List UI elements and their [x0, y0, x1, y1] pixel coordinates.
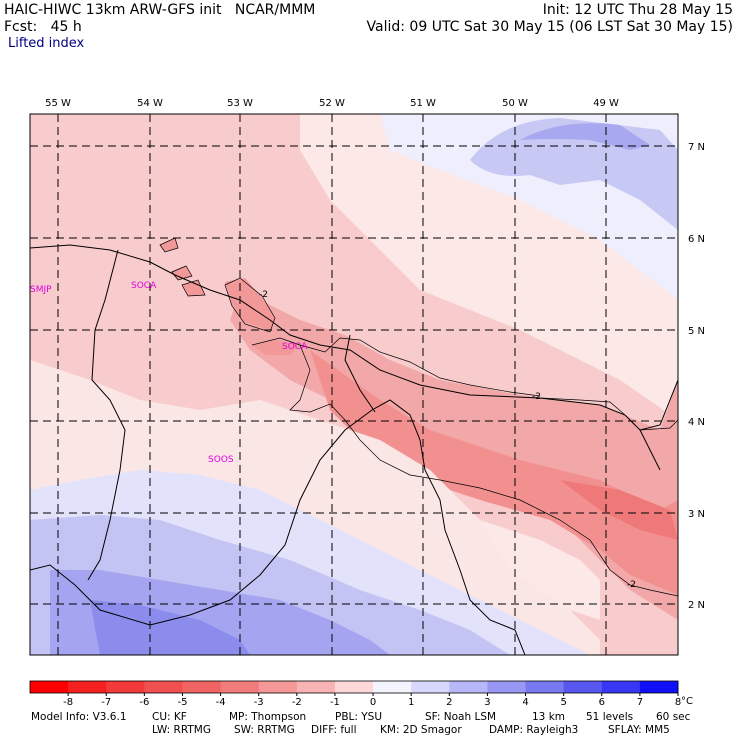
colorbar-tick-label: -1	[330, 697, 340, 708]
lat-label: 4 N	[688, 417, 705, 428]
field-name: Lifted index	[8, 36, 85, 51]
colorbar-swatch	[296, 681, 336, 693]
lat-lon-grid	[30, 114, 678, 655]
mp-scheme: MP: Thompson	[229, 711, 307, 723]
colorbar-swatch	[182, 681, 222, 693]
colorbar-swatch	[220, 681, 260, 693]
lat-label: 7 N	[688, 142, 705, 153]
colorbar-swatch	[258, 681, 298, 693]
colorbar-tick-label: 1	[408, 697, 414, 708]
model-info: Model Info: V3.6.1	[31, 711, 127, 723]
colorbar-unit: °C	[681, 696, 693, 707]
lon-label: 53 W	[227, 98, 253, 109]
colorbar-tick-label: 5	[560, 697, 566, 708]
lon-label: 54 W	[137, 98, 163, 109]
colorbar-swatch	[411, 681, 450, 693]
contour-label: -2	[532, 392, 541, 402]
lon-label: 51 W	[410, 98, 436, 109]
country-borders	[30, 244, 678, 655]
lat-label: 5 N	[688, 326, 705, 337]
colorbar-tick-label: -8	[63, 697, 73, 708]
header-init-time: Init: 12 UTC Thu 28 May 15	[542, 2, 733, 18]
km-scheme: KM: 2D Smagor	[380, 724, 462, 736]
lw-scheme: LW: RRTMG	[152, 724, 211, 736]
colorbar-swatch	[68, 681, 107, 693]
colorbar-tick-label: -3	[254, 697, 264, 708]
colorbar-tick-label: 8	[675, 697, 681, 708]
colorbar-tick-label: 2	[446, 697, 452, 708]
colorbar-tick-label: -7	[101, 697, 111, 708]
timestep: 60 sec	[656, 711, 691, 723]
lon-label: 49 W	[593, 98, 619, 109]
colorbar-swatch	[373, 681, 412, 693]
lon-label: 52 W	[319, 98, 345, 109]
levels: 51 levels	[586, 711, 634, 723]
colorbar-tick-label: 0	[370, 697, 376, 708]
station-label: SOOS	[208, 455, 234, 465]
lat-label: 2 N	[688, 600, 705, 611]
colorbar-swatch	[144, 681, 183, 693]
contour-minus2	[159, 237, 678, 597]
lat-label: 3 N	[688, 509, 705, 520]
station-label: SOCA	[131, 281, 157, 291]
colorbar-tick-label: 7	[637, 697, 643, 708]
colorbar-swatch	[639, 681, 679, 693]
colorbar-swatch	[106, 681, 145, 693]
header-valid-time: Valid: 09 UTC Sat 30 May 15 (06 LST Sat …	[366, 19, 733, 35]
damp-scheme: DAMP: Rayleigh3	[489, 724, 579, 736]
sf-scheme: SF: Noah LSM	[425, 711, 497, 723]
colorbar-tick-label: -4	[216, 697, 226, 708]
resolution: 13 km	[532, 711, 566, 723]
colorbar-swatch	[30, 681, 69, 693]
colorbar-tick-label: 6	[599, 697, 605, 708]
colorbar-swatch	[525, 681, 565, 693]
colorbar-tick-label: 4	[522, 697, 528, 708]
colorbar-swatch	[334, 681, 374, 693]
sw-scheme: SW: RRTMG	[234, 724, 295, 736]
contour-label: -2	[259, 290, 268, 300]
colorbar-tick-label: 3	[484, 697, 490, 708]
lon-label: 50 W	[502, 98, 528, 109]
colorbar-tick-label: -6	[139, 697, 149, 708]
colorbar-swatch	[601, 681, 641, 693]
colorbar-tick-label: -2	[292, 697, 302, 708]
colorbar-swatch	[487, 681, 527, 693]
diff-scheme: DIFF: full	[311, 724, 357, 736]
station-label: SOCA	[282, 342, 308, 352]
station-label: SMJP	[30, 285, 52, 295]
pbl-scheme: PBL: YSU	[335, 711, 383, 723]
lifted-index-field	[30, 114, 678, 655]
colorbar	[30, 681, 679, 693]
colorbar-swatch	[449, 681, 488, 693]
cu-scheme: CU: KF	[152, 711, 187, 723]
colorbar-tick-label: -5	[177, 697, 187, 708]
header-title: HAIC-HIWC 13km ARW-GFS init NCAR/MMM	[4, 2, 316, 18]
lon-label: 55 W	[45, 98, 71, 109]
lat-label: 6 N	[688, 234, 705, 245]
contour-label: -2	[627, 580, 636, 590]
header-forecast-hour: Fcst: 45 h	[4, 19, 82, 35]
colorbar-swatch	[563, 681, 603, 693]
sflay-scheme: SFLAY: MM5	[608, 724, 670, 736]
